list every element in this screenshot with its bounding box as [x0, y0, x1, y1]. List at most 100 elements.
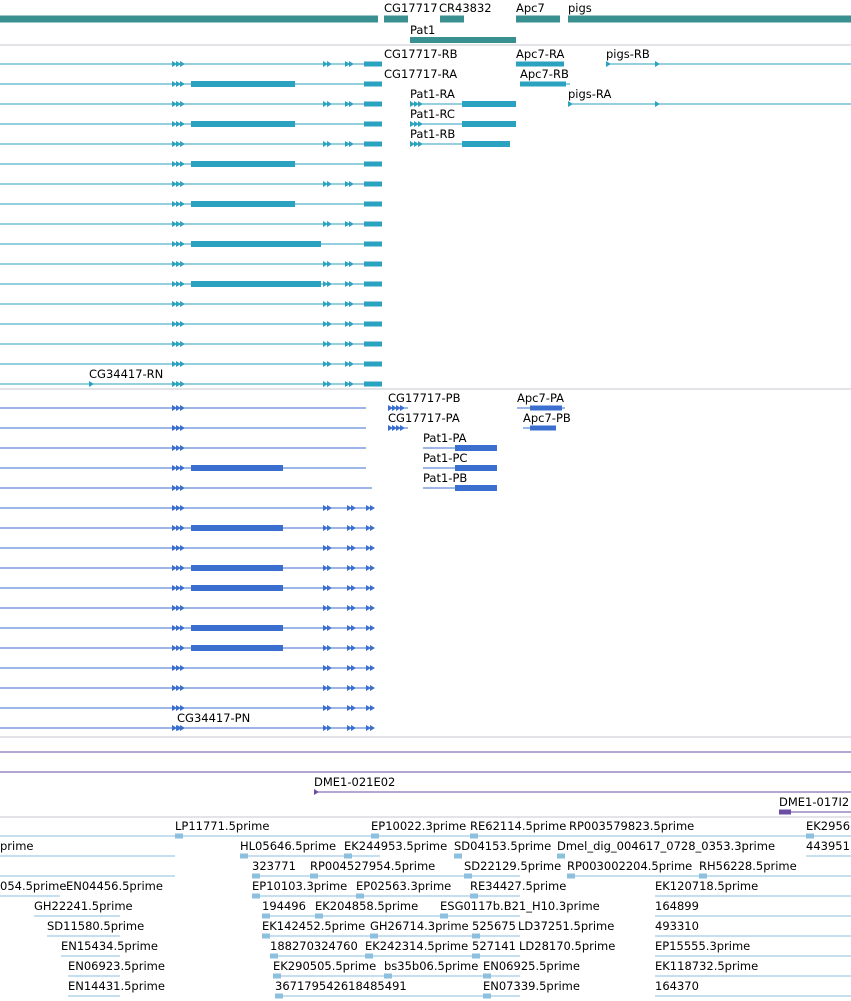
est-label[interactable]: 443951 [806, 839, 850, 853]
gene-bar [568, 15, 851, 23]
est-label[interactable]: Dmel_dig_004617_0728_0353.3prime [557, 839, 775, 853]
transcript-label-cg17717-ra[interactable]: CG17717-RA [384, 67, 457, 81]
transcript-label-pat1-rc[interactable]: Pat1-RC [410, 107, 455, 121]
strand-arrow-icon [180, 725, 185, 731]
est-label[interactable]: EK118732.5prime [655, 959, 758, 973]
transcript-label-pigs-rb[interactable]: pigs-RB [606, 47, 650, 61]
transcript-label-cg34417-rn[interactable]: CG34417-RN [89, 367, 163, 381]
strand-arrow-icon [180, 141, 185, 147]
gene-label-cg17717[interactable]: CG17717 [384, 1, 438, 15]
est-label[interactable]: EP10103.3prime [252, 879, 347, 893]
est-label[interactable]: EN06923.5prime [68, 959, 165, 973]
protein-label-apc7-pa[interactable]: Apc7-PA [517, 391, 564, 405]
strand-arrow-icon [172, 405, 177, 411]
est-label[interactable]: RE34427.5prime [470, 879, 566, 893]
protein-label-apc7-pb[interactable]: Apc7-PB [523, 411, 571, 425]
est-label[interactable]: EN07339.5prime [483, 979, 580, 993]
est-label[interactable]: GH26714.3prime [370, 919, 469, 933]
est-label[interactable]: SD04153.5prime [454, 839, 551, 853]
strand-arrow-icon [172, 645, 177, 651]
est-label[interactable]: EK290505.5prime [273, 959, 376, 973]
est-label[interactable]: GH22241.5prime [34, 899, 133, 913]
strand-arrow-icon [172, 685, 177, 691]
strand-arrow-icon [327, 261, 332, 267]
est-label[interactable]: RP003002204.5prime [567, 859, 692, 873]
protein-label-cg34417-pn[interactable]: CG34417-PN [177, 711, 250, 725]
est-label[interactable]: LD28170.5prime [519, 939, 615, 953]
est-label[interactable]: 367179542618485491 [275, 979, 407, 993]
strand-arrow-icon [370, 725, 375, 731]
est-label[interactable]: 188270324760 [270, 939, 358, 953]
transcript-label-cg17717-rb[interactable]: CG17717-RB [384, 47, 458, 61]
est-label[interactable]: SD11580.5prime [47, 919, 144, 933]
transcript-label-pigs-ra[interactable]: pigs-RA [568, 87, 611, 101]
est-label[interactable]: EN06925.5prime [483, 959, 580, 973]
est-label[interactable]: 493310 [655, 919, 699, 933]
gene-label-pat1[interactable]: Pat1 [410, 23, 435, 37]
transcript-label-pat1-rb[interactable]: Pat1-RB [410, 127, 455, 141]
est-label[interactable]: RH56228.5prime [699, 859, 797, 873]
strand-arrow-icon [323, 725, 328, 731]
strand-arrow-icon [349, 221, 354, 227]
exon-block [191, 465, 283, 471]
protein-label-cg17717-pb[interactable]: CG17717-PB [388, 391, 461, 405]
est-label[interactable]: EK2956 [806, 819, 850, 833]
protein-label-pat1-pc[interactable]: Pat1-PC [423, 451, 467, 465]
gene-label-pigs[interactable]: pigs [568, 1, 592, 15]
est-label[interactable]: HL05646.5prime [240, 839, 336, 853]
est-label[interactable]: 527141 [472, 939, 516, 953]
protein-label-pat1-pb[interactable]: Pat1-PB [423, 471, 467, 485]
clone-label-dme1-017i2[interactable]: DME1-017I2 [779, 795, 849, 809]
est-label[interactable]: EK204858.5prime [315, 899, 418, 913]
strand-arrow-icon [323, 101, 328, 107]
est-block [470, 893, 478, 899]
strand-arrow-icon [180, 181, 185, 187]
strand-arrow-icon [347, 685, 352, 691]
est-label[interactable]: 054.5prime [0, 879, 66, 893]
est-label[interactable]: EP10022.3prime [371, 819, 466, 833]
est-label[interactable]: LD37251.5prime [518, 919, 614, 933]
est-label[interactable]: 164899 [655, 899, 699, 913]
strand-arrow-icon [323, 605, 328, 611]
est-label[interactable]: RP004527954.5prime [310, 859, 435, 873]
protein-label-pat1-pa[interactable]: Pat1-PA [423, 431, 467, 445]
est-label[interactable]: SD22129.5prime [464, 859, 561, 873]
est-label[interactable]: 323771 [252, 859, 296, 873]
est-label[interactable]: EN14431.5prime [68, 979, 165, 993]
est-label[interactable]: EK120718.5prime [655, 879, 758, 893]
transcript-label-apc7-rb[interactable]: Apc7-RB [520, 67, 569, 81]
est-label[interactable]: EN04456.5prime [66, 879, 163, 893]
protein-label-cg17717-pa[interactable]: CG17717-PA [388, 411, 460, 425]
est-block [252, 893, 260, 899]
est-label[interactable]: 525675 [472, 919, 516, 933]
est-label[interactable]: EN15434.5prime [61, 939, 158, 953]
est-label[interactable]: 164370 [655, 979, 699, 993]
est-block [310, 873, 318, 879]
gene-label-apc7[interactable]: Apc7 [516, 1, 545, 15]
strand-arrow-icon [176, 361, 181, 367]
est-label[interactable]: EK142452.5prime [262, 919, 365, 933]
est-label[interactable]: RP003579823.5prime [569, 819, 694, 833]
strand-arrow-icon [345, 341, 350, 347]
strand-arrow-icon [349, 301, 354, 307]
transcript-label-pat1-ra[interactable]: Pat1-RA [410, 87, 455, 101]
est-label[interactable]: EP02563.3prime [356, 879, 451, 893]
strand-arrow-icon [370, 525, 375, 531]
clone-label-dme1-021e02[interactable]: DME1-021E02 [314, 775, 395, 789]
est-label[interactable]: EK244953.5prime [344, 839, 447, 853]
est-label[interactable]: ESG0117b.B21_H10.3prime [440, 899, 600, 913]
est-label[interactable]: RE62114.5prime [470, 819, 566, 833]
transcript-label-apc7-ra[interactable]: Apc7-RA [516, 47, 564, 61]
exon-block [364, 61, 382, 67]
gene-label-cr43832[interactable]: CR43832 [439, 1, 492, 15]
est-label[interactable]: bs35b06.5prime [384, 959, 478, 973]
strand-arrow-icon [176, 525, 181, 531]
est-label[interactable]: EP15555.3prime [655, 939, 750, 953]
exon-block [455, 445, 497, 451]
est-label[interactable]: 194496 [262, 899, 306, 913]
strand-arrow-icon [314, 789, 319, 795]
exon-block [520, 81, 566, 87]
est-label[interactable]: prime [0, 839, 34, 853]
est-label[interactable]: EK242314.5prime [365, 939, 468, 953]
est-label[interactable]: LP11771.5prime [175, 819, 269, 833]
